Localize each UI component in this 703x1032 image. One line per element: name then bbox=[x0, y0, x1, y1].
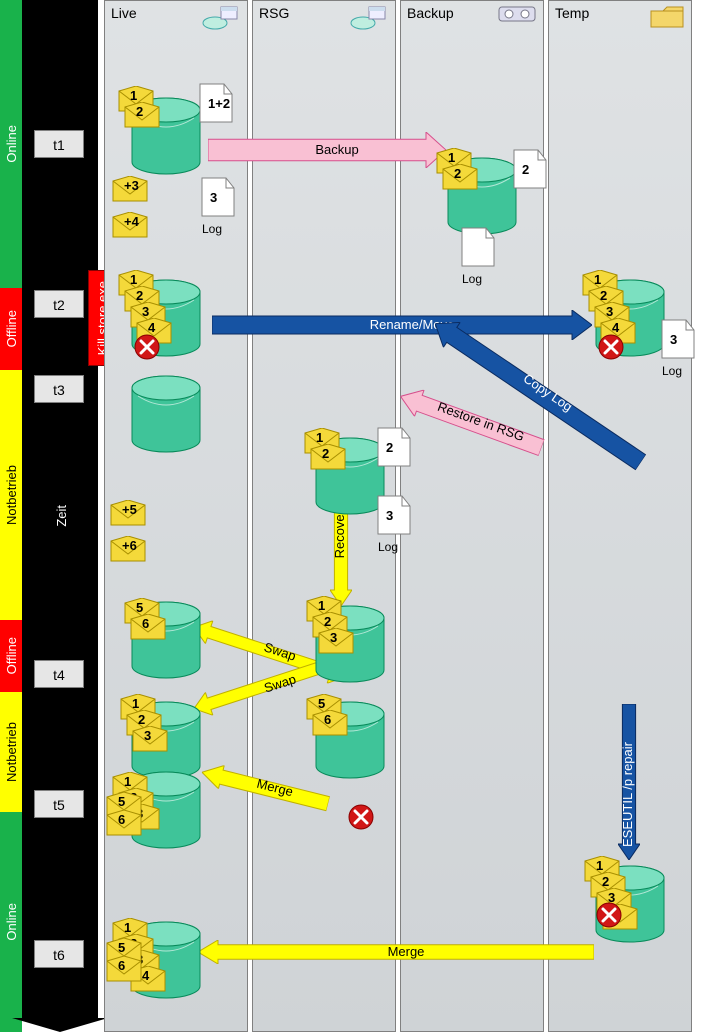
envelope-number: 5 bbox=[136, 600, 143, 615]
lane-icon bbox=[497, 3, 537, 31]
envelope-number: 3 bbox=[144, 728, 151, 743]
envelope-number: +4 bbox=[124, 214, 139, 229]
envelope-icon: 6 bbox=[312, 710, 348, 736]
envelope-icon: 3 bbox=[132, 726, 168, 752]
svg-text:2: 2 bbox=[522, 162, 529, 177]
svg-text:1+2: 1+2 bbox=[208, 96, 230, 111]
envelope-number: +6 bbox=[122, 538, 137, 553]
envelope-number: 2 bbox=[322, 446, 329, 461]
envelope-icon: +5 bbox=[110, 500, 146, 526]
doc-caption: Log bbox=[462, 272, 482, 286]
lane-icon bbox=[201, 3, 241, 37]
doc-icon: 2 bbox=[512, 148, 548, 190]
envelope-number: 1 bbox=[594, 272, 601, 287]
envelope-icon: 2 bbox=[310, 444, 346, 470]
envelope-number: 3 bbox=[330, 630, 337, 645]
time-tick-t2: t2 bbox=[34, 290, 84, 318]
envelope-icon: 6 bbox=[106, 810, 142, 836]
status-segment: Notbetrieb bbox=[0, 692, 22, 812]
envelope-number: 1 bbox=[448, 150, 455, 165]
envelope-number: 2 bbox=[602, 874, 609, 889]
arrow-backup bbox=[208, 132, 446, 168]
envelope-icon: 3 bbox=[318, 628, 354, 654]
envelope-number: 6 bbox=[118, 958, 125, 973]
lane-icon bbox=[349, 3, 389, 37]
envelope-number: 1 bbox=[318, 598, 325, 613]
envelope-number: 2 bbox=[138, 712, 145, 727]
lane-header: Backup bbox=[407, 5, 454, 21]
doc-icon: 1+2 bbox=[198, 82, 234, 124]
envelope-number: 3 bbox=[606, 304, 613, 319]
time-tick-t1: t1 bbox=[34, 130, 84, 158]
time-tick-t4: t4 bbox=[34, 660, 84, 688]
doc-caption: Log bbox=[202, 222, 222, 236]
envelope-icon: +4 bbox=[112, 212, 148, 238]
envelope-number: 2 bbox=[136, 288, 143, 303]
doc-icon: 3Log bbox=[376, 494, 412, 536]
envelope-number: 1 bbox=[124, 920, 131, 935]
status-segment: Offline bbox=[0, 288, 22, 370]
lane-header: RSG bbox=[259, 5, 289, 21]
error-icon bbox=[134, 334, 160, 360]
envelope-number: 1 bbox=[596, 858, 603, 873]
envelope-number: 1 bbox=[124, 774, 131, 789]
envelope-number: 4 bbox=[612, 320, 619, 335]
envelope-number: +3 bbox=[124, 178, 139, 193]
arrow-eseutil-p-repair bbox=[618, 704, 640, 860]
time-tick-t5: t5 bbox=[34, 790, 84, 818]
doc-icon: 2 bbox=[376, 426, 412, 468]
envelope-number: 5 bbox=[318, 696, 325, 711]
envelope-icon: 6 bbox=[106, 956, 142, 982]
doc-icon: 3Log bbox=[660, 318, 696, 360]
lane-icon bbox=[649, 3, 685, 37]
time-tick-t6: t6 bbox=[34, 940, 84, 968]
doc-icon: Log bbox=[460, 226, 496, 268]
envelope-number: 3 bbox=[142, 304, 149, 319]
envelope-icon: 2 bbox=[124, 102, 160, 128]
envelope-number: +5 bbox=[122, 502, 137, 517]
envelope-number: 2 bbox=[136, 104, 143, 119]
svg-text:2: 2 bbox=[386, 440, 393, 455]
zeit-label: Zeit bbox=[54, 505, 69, 527]
envelope-number: 5 bbox=[118, 940, 125, 955]
envelope-number: 6 bbox=[142, 616, 149, 631]
envelope-number: 4 bbox=[142, 968, 149, 983]
envelope-number: 2 bbox=[324, 614, 331, 629]
arrow-merge bbox=[198, 940, 594, 964]
status-segment: Notbetrieb bbox=[0, 370, 22, 620]
envelope-number: 1 bbox=[130, 272, 137, 287]
envelope-number: 2 bbox=[600, 288, 607, 303]
lane-header: Temp bbox=[555, 5, 589, 21]
envelope-number: 6 bbox=[118, 812, 125, 827]
lane-header: Live bbox=[111, 5, 137, 21]
envelope-icon: 2 bbox=[442, 164, 478, 190]
database-live-t3 bbox=[128, 374, 204, 454]
error-icon bbox=[598, 334, 624, 360]
envelope-icon: +3 bbox=[112, 176, 148, 202]
doc-caption: Log bbox=[378, 540, 398, 554]
envelope-number: 2 bbox=[454, 166, 461, 181]
doc-icon: 3Log bbox=[200, 176, 236, 218]
arrow-rename-move bbox=[212, 310, 592, 340]
envelope-number: 5 bbox=[118, 794, 125, 809]
error-icon bbox=[596, 902, 622, 928]
svg-text:3: 3 bbox=[386, 508, 393, 523]
svg-text:3: 3 bbox=[670, 332, 677, 347]
doc-caption: Log bbox=[662, 364, 682, 378]
error-icon bbox=[348, 804, 374, 830]
status-segment: Online bbox=[0, 812, 22, 1032]
envelope-number: 1 bbox=[316, 430, 323, 445]
envelope-icon: 6 bbox=[130, 614, 166, 640]
envelope-number: 6 bbox=[324, 712, 331, 727]
envelope-number: 1 bbox=[130, 88, 137, 103]
svg-text:3: 3 bbox=[210, 190, 217, 205]
status-segment: Offline bbox=[0, 620, 22, 692]
envelope-number: 1 bbox=[132, 696, 139, 711]
envelope-number: 4 bbox=[148, 320, 155, 335]
envelope-icon: +6 bbox=[110, 536, 146, 562]
time-tick-t3: t3 bbox=[34, 375, 84, 403]
status-segment: Online bbox=[0, 0, 22, 288]
